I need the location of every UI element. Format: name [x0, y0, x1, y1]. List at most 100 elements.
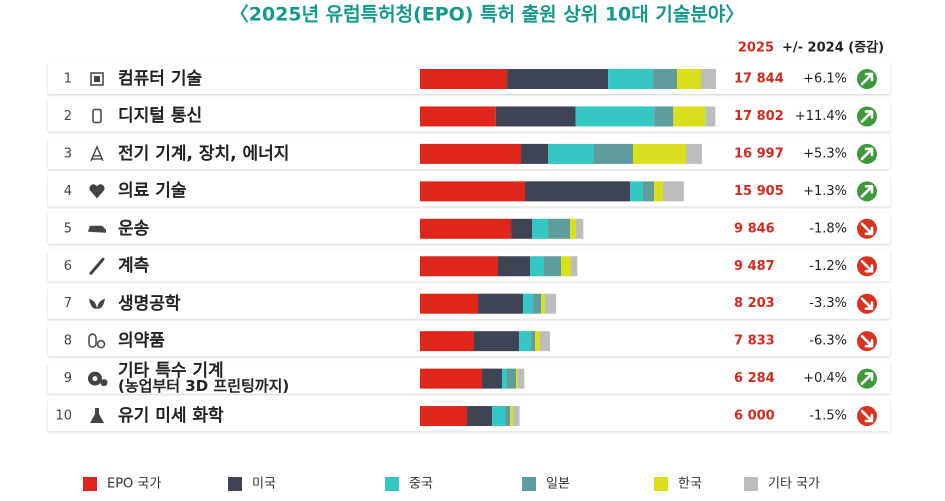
rank: 7	[64, 296, 72, 311]
bar-segment	[420, 293, 479, 314]
bar-segment	[533, 293, 542, 314]
legend-label: EPO 국가	[107, 477, 161, 492]
rank: 3	[64, 146, 72, 161]
arrow	[860, 110, 874, 123]
row: 6 9 487 -1.2%	[48, 250, 890, 282]
change-arrow	[857, 368, 877, 389]
change-arrow	[857, 331, 877, 352]
header-change: +/- 2024 (증감)	[782, 41, 884, 56]
chart-title: 〈2025년 유럽특허청(EPO) 특허 출원 상위 10대 기술분야〉	[230, 3, 745, 26]
arrow	[860, 259, 874, 273]
change-label: -1.5%	[809, 409, 847, 424]
change-label: -1.8%	[809, 221, 847, 236]
rank: 9	[64, 371, 72, 386]
total-label: 8 203	[734, 296, 775, 311]
change-arrow	[857, 69, 877, 89]
legend-label: 일본	[546, 477, 570, 492]
bar-segment	[643, 181, 655, 202]
icon	[100, 379, 108, 387]
bar-segment	[663, 181, 684, 202]
bar-segment	[505, 406, 511, 427]
bar-segment	[540, 331, 550, 352]
bar-segment	[420, 143, 522, 164]
legend-swatch	[744, 477, 758, 491]
icon	[90, 408, 104, 424]
arrow	[860, 372, 874, 385]
bar-segment	[420, 331, 474, 352]
change-arrow	[857, 256, 877, 277]
bar-segment	[511, 218, 533, 239]
bar-segment	[420, 218, 512, 239]
rank: 1	[64, 72, 72, 87]
bar-segment	[548, 143, 595, 164]
change-label: +6.1%	[803, 72, 847, 87]
change-arrow	[857, 293, 877, 314]
bar-segment	[521, 143, 549, 164]
bar-segment	[630, 181, 644, 202]
icon	[92, 376, 98, 382]
bar-segment	[518, 368, 525, 389]
total-label: 15 905	[734, 184, 784, 199]
bar-segment	[420, 256, 498, 277]
bar-segment	[420, 106, 496, 127]
bar-segment	[632, 143, 686, 164]
bar-segment	[673, 106, 706, 127]
icon	[89, 298, 105, 309]
bar-segment	[420, 406, 468, 427]
bar-segment	[541, 293, 545, 314]
change-arrow	[857, 106, 877, 127]
bar-segment	[543, 256, 561, 277]
bar-segment	[544, 293, 557, 314]
category-label: 생명공학	[118, 293, 181, 314]
bar-segment	[548, 218, 571, 239]
arrow	[860, 334, 874, 348]
bar-segment	[685, 143, 702, 164]
icon	[90, 145, 104, 162]
category-label: 전기 기계, 장치, 에너지	[118, 143, 290, 164]
bar-segment	[608, 69, 654, 89]
bar-segment	[570, 218, 577, 239]
category-label: 운송	[118, 218, 150, 239]
change-label: +5.3%	[803, 146, 847, 161]
bar-segment	[473, 331, 520, 352]
bar-segment	[654, 106, 674, 127]
arrow	[860, 185, 874, 198]
category-label: 디지털 통신	[118, 106, 203, 127]
legend-label: 미국	[252, 477, 276, 492]
bar-segment	[513, 406, 520, 427]
change-arrow	[857, 218, 877, 239]
row: 8 7 833 -6.3%	[48, 325, 890, 357]
row: 1 17 844 +6.1%	[48, 63, 890, 94]
bar-segment	[654, 181, 664, 202]
bar-segment	[535, 331, 541, 352]
icon	[88, 333, 97, 348]
bar-segment	[677, 69, 702, 89]
total-label: 17 802	[734, 109, 784, 124]
row: 5 9 846 -1.8%	[48, 212, 890, 244]
arrow	[860, 72, 874, 86]
bar-segment	[705, 106, 716, 127]
bar-segment	[507, 69, 609, 89]
bar-segment	[467, 406, 493, 427]
change-label: +11.4%	[795, 109, 847, 124]
icon	[90, 72, 104, 86]
bar-segment	[531, 331, 536, 352]
change-arrow	[857, 143, 877, 164]
bar-segment	[560, 256, 571, 277]
header-year: 2025	[738, 41, 774, 56]
rank: 10	[55, 409, 72, 424]
legend-label: 한국	[678, 477, 702, 492]
icon	[92, 108, 102, 124]
bar-segment	[420, 368, 483, 389]
change-arrow	[857, 181, 877, 202]
total-label: 9 487	[734, 259, 775, 274]
change-label: -3.3%	[809, 296, 847, 311]
icon	[89, 257, 105, 275]
change-label: -6.3%	[809, 334, 847, 349]
bar-segment	[523, 293, 534, 314]
bar-segment	[497, 256, 530, 277]
legend-swatch	[654, 477, 668, 491]
bar-segment	[519, 331, 532, 352]
icon	[88, 225, 106, 233]
bar-segment	[576, 218, 584, 239]
